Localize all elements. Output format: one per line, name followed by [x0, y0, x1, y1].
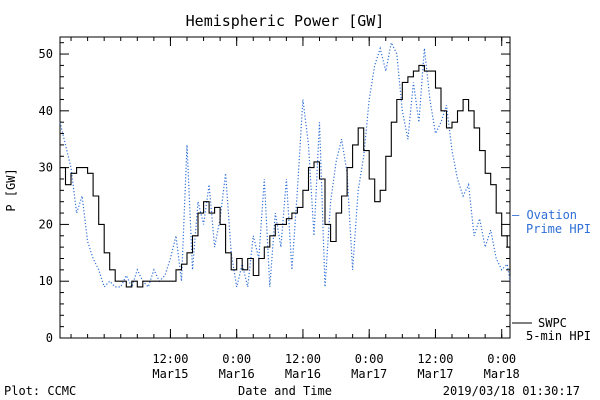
legend: — Ovation Prime HPI SWPC 5-min HPI	[512, 208, 591, 343]
legend-swpc-line1: SWPC	[538, 316, 567, 330]
x-tick-label-date: Mar16	[285, 367, 321, 381]
x-tick-label-date: Mar18	[484, 367, 520, 381]
x-axis-label: Date and Time	[238, 384, 332, 398]
x-tick-label-date: Mar17	[351, 367, 387, 381]
ovation-prime-series	[59, 40, 511, 289]
y-tick-label: 0	[46, 331, 53, 345]
plot-timestamp: 2019/03/18 01:30:17	[443, 384, 580, 398]
x-tick-label-time: 12:00	[285, 352, 321, 366]
y-tick-label: 30	[39, 161, 53, 175]
plot-credit: Plot: CCMC	[4, 384, 76, 398]
y-tick-label: 20	[39, 217, 53, 231]
y-tick-label: 10	[39, 274, 53, 288]
x-tick-label-time: 0:00	[355, 352, 384, 366]
x-tick-label-date: Mar15	[152, 367, 188, 381]
x-tick-label-date: Mar16	[219, 367, 255, 381]
ovation-prime-line	[59, 40, 511, 289]
x-tick-label-date: Mar17	[417, 367, 453, 381]
legend-ovation-line1: — Ovation	[512, 208, 577, 222]
y-axis-label: P [GW]	[4, 168, 18, 211]
plot-axes	[59, 36, 511, 339]
x-tick-label-time: 12:00	[152, 352, 188, 366]
axis-ticks: 12:00Mar150:00Mar1612:00Mar160:00Mar1712…	[39, 37, 520, 381]
x-tick-label-time: 0:00	[222, 352, 251, 366]
y-tick-label: 50	[39, 47, 53, 61]
swpc-hpi-line	[60, 64, 511, 288]
x-tick-label-time: 0:00	[487, 352, 516, 366]
x-tick-label-time: 12:00	[417, 352, 453, 366]
swpc-hpi-series	[60, 64, 511, 288]
legend-ovation-line2: Prime HPI	[526, 222, 591, 236]
plot-frame	[59, 36, 511, 339]
y-tick-label: 40	[39, 104, 53, 118]
legend-swpc-line2: 5-min HPI	[526, 329, 591, 343]
chart-title: Hemispheric Power [GW]	[186, 12, 385, 30]
